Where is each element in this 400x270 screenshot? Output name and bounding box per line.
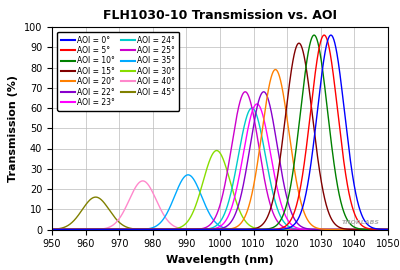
- X-axis label: Wavelength (nm): Wavelength (nm): [166, 255, 274, 265]
- Text: THORLABS: THORLABS: [342, 220, 380, 225]
- Legend: AOI = 0°, AOI = 5°, AOI = 10°, AOI = 15°, AOI = 20°, AOI = 22°, AOI = 23°, AOI =: AOI = 0°, AOI = 5°, AOI = 10°, AOI = 15°…: [58, 32, 179, 111]
- Y-axis label: Transmission (%): Transmission (%): [8, 75, 18, 182]
- Title: FLH1030-10 Transmission vs. AOI: FLH1030-10 Transmission vs. AOI: [103, 9, 337, 22]
